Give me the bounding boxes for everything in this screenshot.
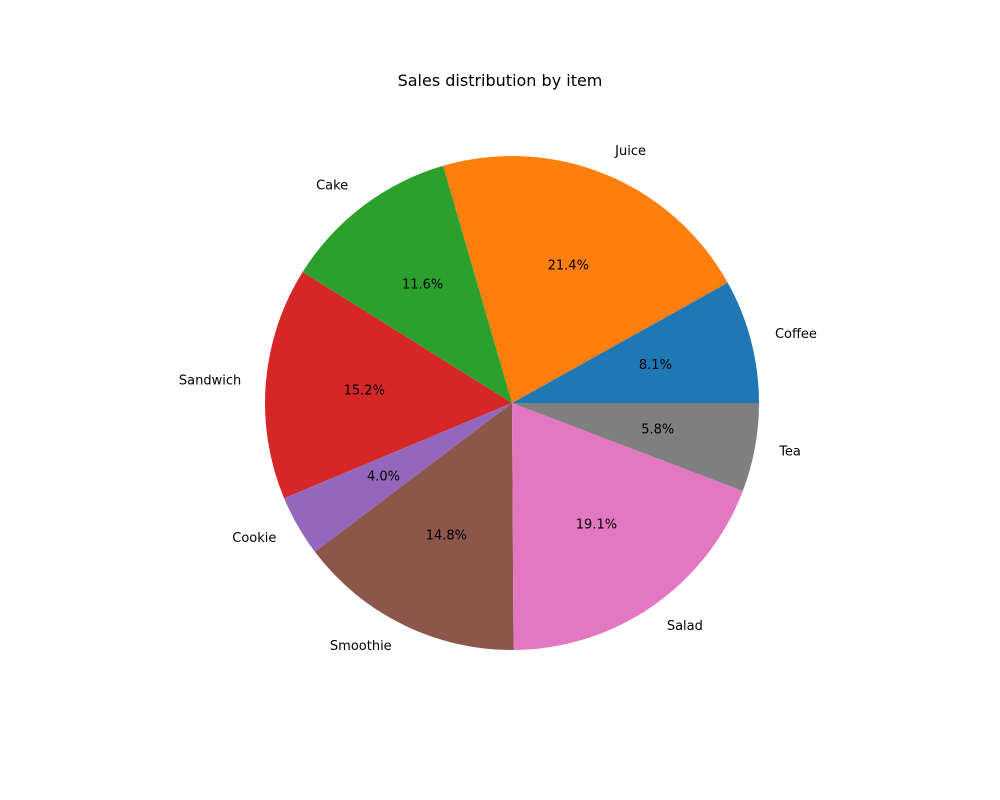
pie-slice-cake	[302, 165, 512, 403]
percent-label-juice: 21.4%	[548, 258, 589, 273]
slice-label-tea: Tea	[778, 445, 801, 460]
slice-label-sandwich: Sandwich	[179, 373, 241, 388]
pie-slice-juice	[443, 156, 728, 403]
pie-slice-cookie	[284, 403, 512, 552]
percent-label-cake: 11.6%	[402, 277, 443, 292]
pie-labels: Coffee 8.1% Juice 21.4% Cake 11.6% Sandwich 15.…	[179, 144, 817, 654]
slice-label-cookie: Cookie	[232, 531, 276, 546]
pie-slice-tea	[512, 403, 759, 492]
percent-label-smoothie: 14.8%	[426, 528, 467, 543]
pie-slice-smoothie	[314, 403, 514, 650]
percent-label-salad: 19.1%	[576, 517, 617, 532]
percent-label-sandwich: 15.2%	[344, 383, 385, 398]
slice-label-juice: Juice	[614, 144, 646, 159]
slice-label-cake: Cake	[316, 179, 348, 194]
pie-slice-coffee	[512, 282, 759, 403]
slice-label-smoothie: Smoothie	[330, 639, 392, 654]
slice-label-salad: Salad	[667, 619, 703, 634]
pie-slice-sandwich	[265, 271, 512, 499]
percent-label-coffee: 8.1%	[639, 358, 672, 373]
percent-label-tea: 5.8%	[641, 422, 674, 437]
pie-slice-salad	[512, 403, 743, 650]
percent-label-cookie: 4.0%	[367, 469, 400, 484]
slice-label-coffee: Coffee	[775, 327, 817, 342]
chart-title: Sales distribution by item	[397, 71, 603, 90]
pie-slices	[265, 156, 759, 650]
